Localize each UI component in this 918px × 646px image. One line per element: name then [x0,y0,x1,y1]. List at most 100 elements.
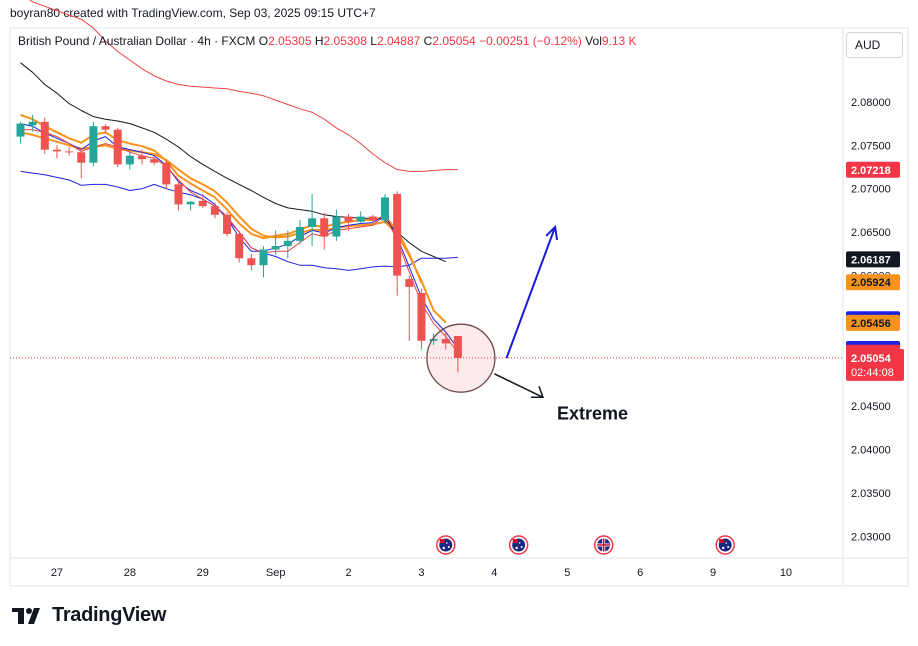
price-label: 2.05456 [846,314,900,331]
price-label-bg [846,274,900,291]
x-tick-label: 28 [124,567,136,579]
bullish-candle [271,230,280,255]
candle-body [356,216,365,222]
bearish-candle [368,214,377,224]
price-label-bg [846,251,900,268]
candle-body [453,336,462,358]
bullish-candle [28,114,37,132]
bullish-candle [295,220,304,245]
high-value: 2.05308 [323,34,367,48]
candle-body [52,149,61,152]
annotations: Extreme [426,224,628,423]
candle-body [210,206,219,215]
bullish-candle [308,193,317,247]
bullish-candle [356,211,365,224]
bearish-arrow-head [530,386,545,399]
x-tick-label: Sep [266,567,286,579]
bearish-candle [453,335,462,373]
indicator-lines [20,0,459,354]
gbp-flag-icon [593,535,614,555]
flag-star [445,542,448,544]
bullish-arrow-shaft [505,226,557,359]
x-tick-label: 3 [418,567,424,579]
y-tick-label: 2.04000 [851,444,891,456]
candle-body [113,129,122,165]
low-value: 2.04887 [376,34,421,48]
bearish-candle [320,213,329,250]
candle-body [271,246,280,250]
currency-button[interactable]: AUD [846,32,903,58]
candle-body [16,123,25,137]
flag-star [727,546,730,548]
candle-body [332,216,341,237]
bullish-candle [125,152,134,170]
bullish-candle [332,209,341,241]
volume-value: 9.13 K [601,34,637,48]
candle-body [138,155,146,160]
candle-body [429,339,438,341]
flag-star [725,542,727,544]
candle-body [295,226,304,241]
price-label: 2.05924 [846,274,900,291]
bearish-candle [417,288,426,350]
flag-star [722,546,725,550]
candle-body [162,162,171,185]
candle-body [89,126,98,163]
bearish-candle [52,145,61,159]
symbol-legend[interactable]: British Pound / Australian Dollar · 4h ·… [18,34,637,48]
candle-body [320,218,329,237]
ema-orange-line [20,113,423,283]
candle-body [28,121,37,126]
price-labels: 2.072182.061872.059242.054982.054562.051… [846,161,904,381]
flag-canton [512,539,518,543]
tradingview-brand[interactable]: TradingView [12,604,166,627]
candle-body [368,216,377,221]
bullish-candle [186,200,195,211]
close-label: C [423,34,433,48]
tradingview-logo-icon [12,607,40,624]
open-value: 2.05305 [268,34,312,48]
candle-body [65,151,74,153]
candle-body [259,249,268,266]
last-price-value: 2.05054 [851,353,892,365]
bullish-candle [283,230,292,259]
brand-name: TradingView [52,604,167,626]
y-tick-label: 2.08000 [851,97,891,109]
bearish-candle [113,127,122,168]
candle-body [308,218,317,227]
x-tick-label: 10 [780,567,792,579]
bearish-candle [344,213,353,231]
candle-body [101,126,110,130]
volume-label: Vol [585,34,602,48]
price-label-text: 2.05924 [851,277,892,289]
candle-body [417,293,426,341]
x-tick-label: 9 [710,567,716,579]
candle-body [186,201,195,205]
bearish-candle [235,230,244,263]
annotation-text-extreme: Extreme [557,403,628,423]
aud-flag-icon [715,535,735,555]
x-tick-label: 6 [637,567,643,579]
high-label: H [314,34,324,48]
price-label: 2.07218 [846,161,900,178]
bearish-candle [40,117,49,154]
aud-flag-icon [508,535,529,555]
extreme-zone-circle [426,323,496,393]
price-label-bg [846,314,900,331]
plot-frame [9,27,909,587]
bearish-candle [150,155,159,166]
candles [16,114,462,373]
x-tick-label: 4 [491,567,497,579]
x-tick-label: 5 [564,567,570,579]
time-axis[interactable]: 27 28 29 Sep 2 3 4 5 6 9 10 [51,567,792,579]
candle-body [40,121,49,150]
symbol-name: British Pound / Australian Dollar · 4h ·… [18,34,256,48]
change-value: −0.00251 (−0.12%) [479,34,582,48]
chart-border [9,27,909,587]
flag-canton [439,539,445,543]
bearish-candle [247,253,256,271]
candle-body [283,240,292,247]
flag-star [447,546,450,548]
candle-body [344,216,353,222]
